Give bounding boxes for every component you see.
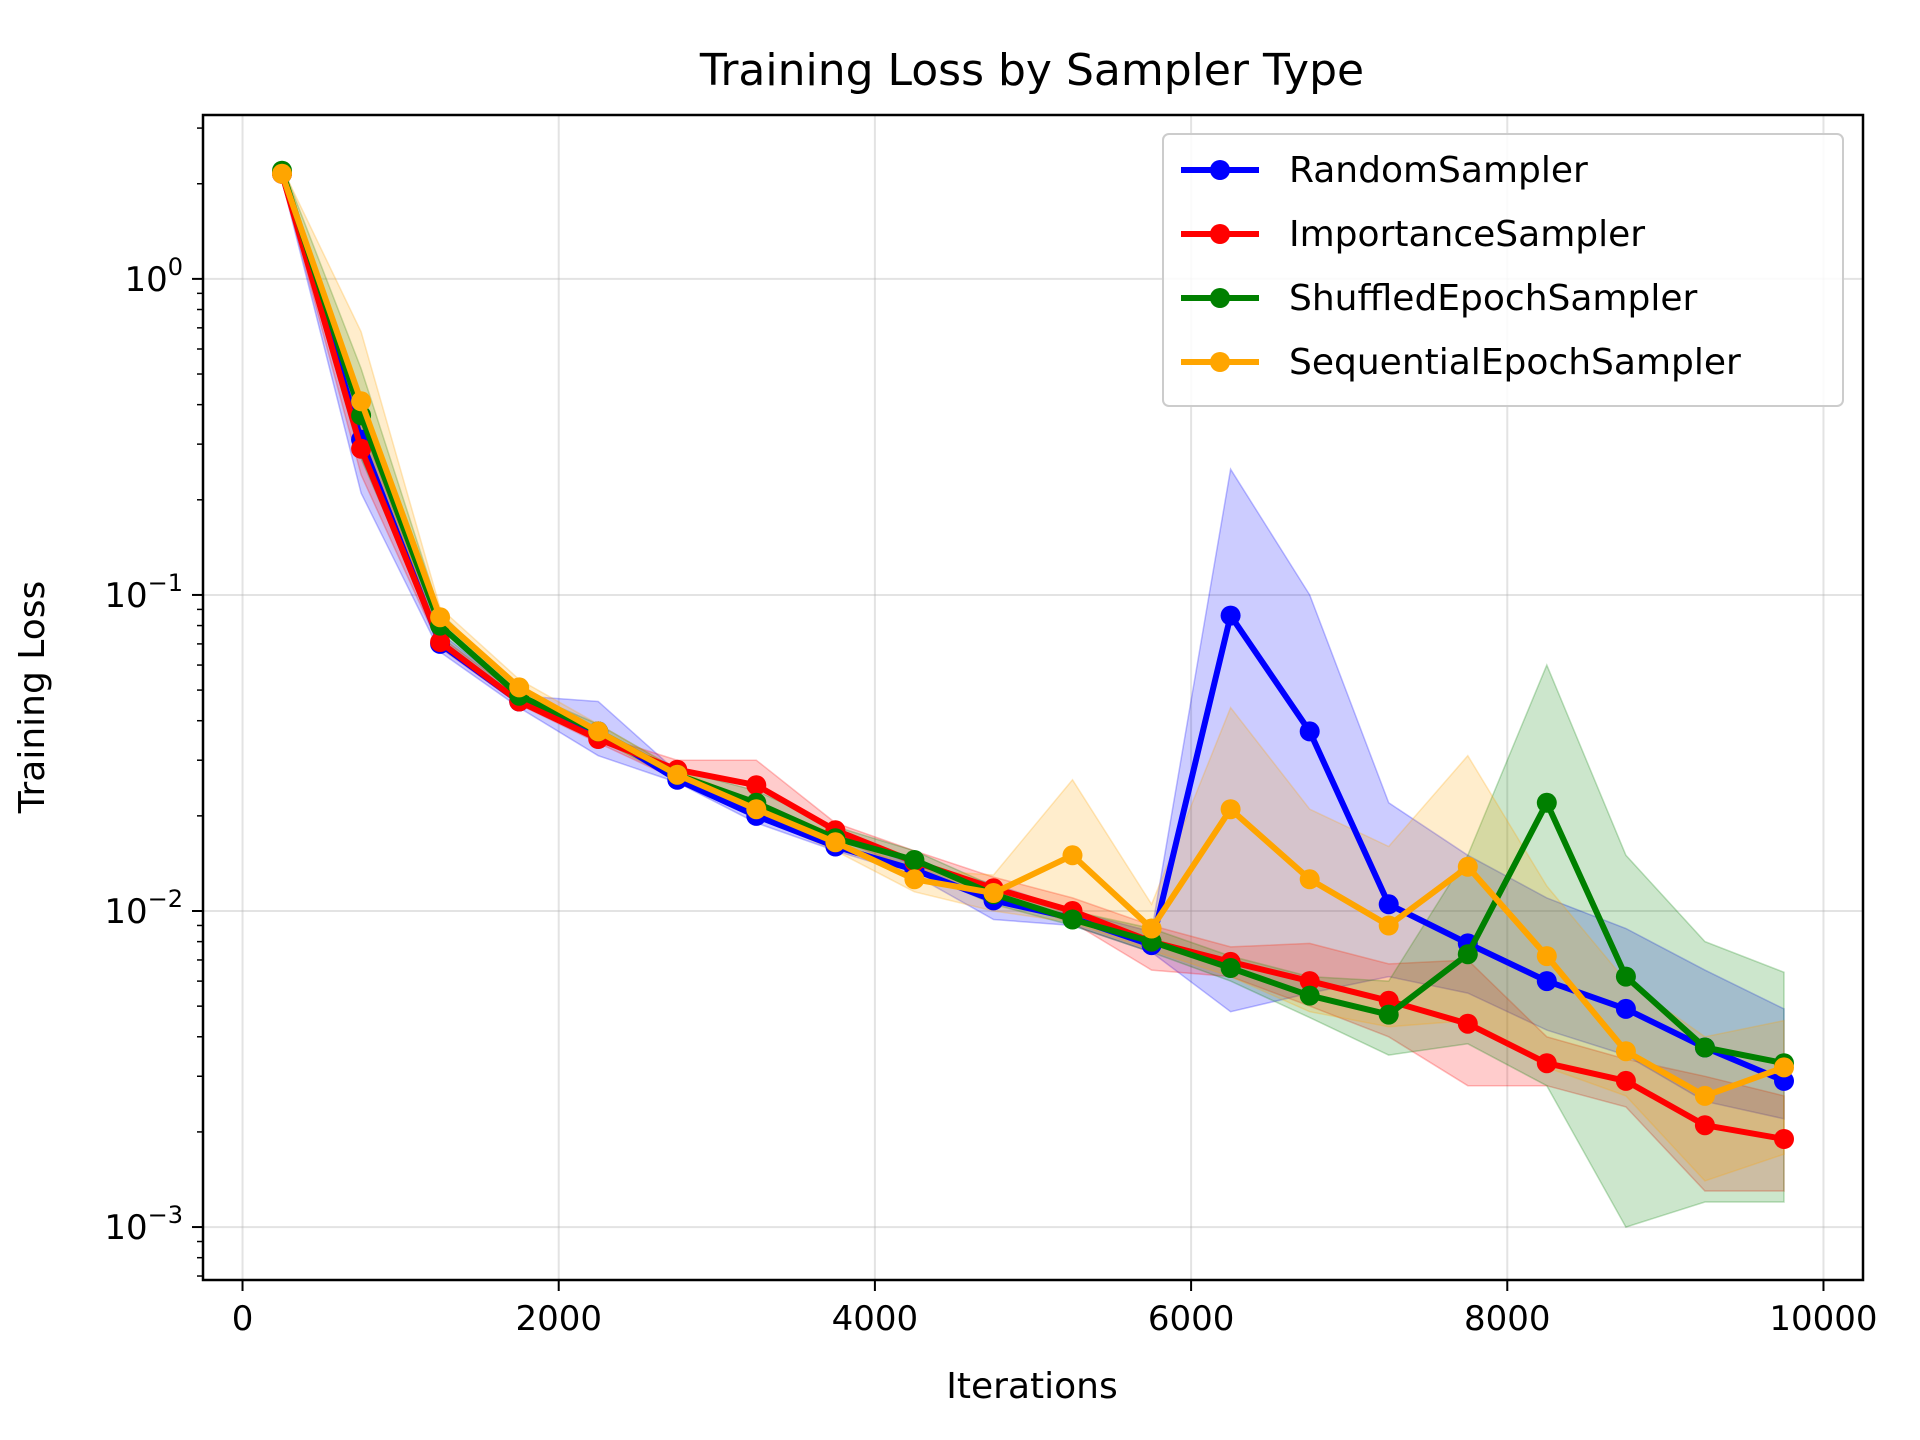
data-point: [1694, 1085, 1715, 1106]
legend-label: SequentialEpochSampler: [1289, 342, 1741, 383]
data-point: [1378, 1004, 1399, 1025]
data-point: [272, 163, 292, 184]
data-point: [1694, 1115, 1715, 1136]
y-tick-label: 10−3: [104, 1201, 183, 1248]
legend-label: ShuffledEpochSampler: [1289, 278, 1698, 319]
data-point: [351, 391, 372, 412]
x-tick-label: 6000: [1148, 1299, 1235, 1339]
data-point: [1299, 971, 1320, 992]
x-tick-label: 10000: [1769, 1299, 1877, 1339]
data-point: [588, 721, 609, 742]
legend-label: RandomSampler: [1289, 150, 1588, 191]
data-point: [1615, 966, 1636, 987]
data-point: [1774, 1057, 1794, 1078]
y-tick-label: 10−2: [104, 885, 183, 932]
legend-label: ImportanceSampler: [1289, 214, 1645, 255]
x-tick-label: 2000: [515, 1299, 602, 1339]
data-point: [1615, 1070, 1636, 1091]
plot-frame: [201, 113, 1865, 1282]
data-point: [1141, 918, 1162, 939]
legend-swatch-marker: [1210, 352, 1230, 372]
x-tick-label: 4000: [832, 1299, 919, 1339]
x-axis-label: Iterations: [946, 1366, 1117, 1407]
legend-swatch-marker: [1210, 160, 1230, 180]
chart-title: Training Loss by Sampler Type: [699, 45, 1364, 96]
data-point: [1774, 1129, 1794, 1149]
data-point: [430, 632, 451, 652]
data-point: [1299, 985, 1320, 1006]
axes: 0 2000 4000 6000 8000 10000 100 10−1 10−2 10−3: [104, 113, 1878, 1339]
data-point: [1615, 998, 1636, 1019]
data-point: [1536, 792, 1557, 813]
x-tick-label: 8000: [1464, 1299, 1551, 1339]
data-point: [1299, 721, 1320, 742]
legend-box: [1162, 133, 1844, 407]
data-point: [1457, 944, 1478, 965]
y-tick-label: 10−1: [104, 569, 183, 616]
series-line: [279, 170, 1787, 1099]
data-point: [983, 883, 1004, 903]
data-point: [1457, 1013, 1478, 1034]
legend-swatch-marker: [1210, 288, 1230, 308]
data-point: [1062, 845, 1083, 866]
data-point: [430, 607, 451, 628]
y-axis-label: Training Loss: [12, 581, 53, 814]
data-point: [509, 677, 530, 698]
x-tick-label: 0: [232, 1299, 254, 1339]
data-point: [1299, 869, 1320, 890]
data-point: [1062, 909, 1083, 930]
series-line: [279, 170, 1787, 1142]
data-point: [746, 799, 767, 820]
data-point: [1615, 1041, 1636, 1062]
data-point: [667, 764, 688, 785]
data-point: [1536, 1053, 1557, 1074]
data-point: [1457, 856, 1478, 877]
y-tick-label: 100: [124, 253, 183, 300]
legend-swatch-marker: [1210, 224, 1230, 244]
data-point: [825, 832, 846, 853]
data-point: [1694, 1037, 1715, 1058]
data-point: [1536, 971, 1557, 992]
data-point: [1220, 958, 1241, 978]
data-point: [746, 775, 767, 796]
data-point: [1378, 894, 1399, 915]
series-line: [279, 167, 1787, 1067]
data-point: [1536, 946, 1557, 967]
legend: RandomSampler ImportanceSampler ShuffledEp…: [1162, 133, 1844, 407]
data-point: [1378, 915, 1399, 936]
data-point: [351, 438, 372, 459]
data-point: [904, 869, 925, 890]
data-point: [1220, 605, 1241, 626]
data-point: [1378, 990, 1399, 1011]
data-point: [1220, 799, 1241, 820]
data-point: [904, 850, 925, 870]
series-lines: [272, 160, 1794, 1149]
